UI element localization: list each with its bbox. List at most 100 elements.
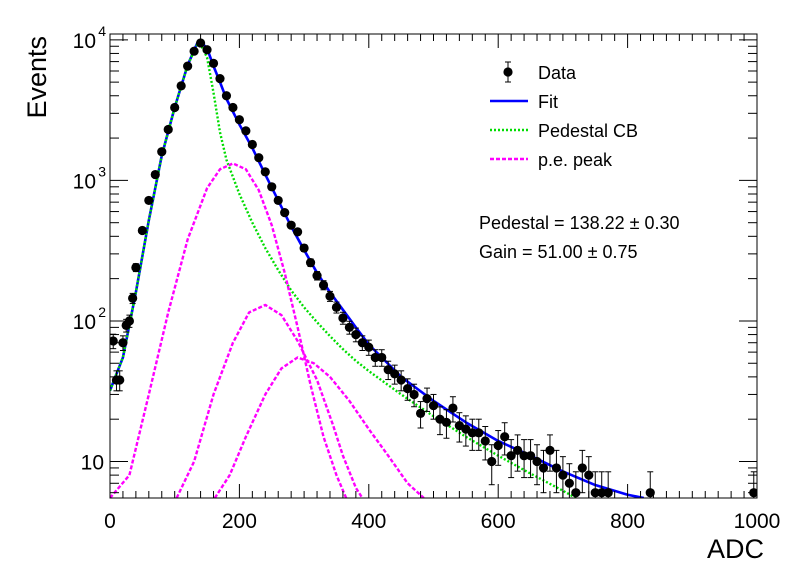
data-point [163, 124, 173, 135]
data-point [403, 378, 413, 401]
data-point [318, 280, 329, 291]
data-point [506, 439, 516, 479]
y-tick-label: 10 [73, 30, 96, 53]
svg-text:Pedestal CB: Pedestal CB [538, 121, 638, 141]
data-point [603, 471, 613, 498]
data-point [370, 349, 380, 367]
data-point [234, 115, 244, 125]
data-point [241, 126, 251, 136]
data-point [208, 58, 219, 68]
data-point [299, 243, 309, 253]
data-point [357, 335, 367, 351]
data-point [189, 46, 199, 56]
data-point [247, 139, 257, 150]
data-point [396, 370, 406, 392]
data-point [260, 167, 270, 177]
data-point [128, 292, 138, 305]
data-point [228, 102, 238, 113]
y-tick-label: 10 [81, 452, 104, 475]
data-point [293, 227, 303, 237]
svg-text:Data: Data [538, 63, 577, 83]
y-tick-label: 10 [73, 311, 96, 334]
legend-entry-fit: Fit [490, 92, 558, 112]
data-point [377, 349, 387, 367]
data-point [150, 169, 160, 180]
data-point [215, 73, 225, 84]
data-point [325, 290, 335, 302]
x-tick-label: 1000 [734, 510, 781, 533]
data-point [409, 383, 419, 408]
data-point [645, 471, 655, 498]
data-point [280, 207, 290, 218]
fit-annotation: Pedestal = 138.22 ± 0.30 [479, 213, 680, 233]
data-point [312, 271, 322, 281]
data-point [532, 444, 542, 486]
legend: Data Fit Pedestal CB p.e. peak [490, 61, 638, 170]
x-axis-label: ADC [707, 534, 764, 564]
data-point [202, 45, 212, 55]
data-point [273, 195, 283, 206]
data-point [267, 182, 277, 192]
x-tick-label: 800 [610, 510, 645, 533]
data-point [500, 422, 510, 456]
data-point [286, 220, 296, 230]
data-point [590, 471, 600, 498]
series-line-p-e-peak-1 [110, 162, 348, 498]
data-point [441, 409, 452, 439]
data-point [415, 401, 426, 429]
data-point [525, 439, 536, 479]
data-point [428, 393, 439, 420]
svg-text:Fit: Fit [538, 92, 558, 112]
series-line-p-e-peak-3 [213, 356, 425, 498]
data-point [195, 38, 206, 48]
data-point [513, 434, 523, 472]
data-point [144, 195, 154, 206]
data-point [331, 301, 342, 314]
x-tick-label: 400 [351, 510, 386, 533]
legend-entry-p-e-peak: p.e. peak [490, 150, 613, 170]
data-point [474, 418, 484, 451]
data-point [137, 225, 147, 236]
series-line-p-e-peak-2 [175, 303, 364, 498]
data-point [131, 262, 141, 273]
x-axis-tick-labels: 0 200 400 600 800 1000 [104, 510, 780, 533]
data-point [124, 314, 135, 328]
data-point [493, 430, 503, 466]
data-point [467, 418, 477, 451]
data-point [390, 364, 400, 385]
data-point [577, 449, 587, 494]
x-tick-label: 600 [481, 510, 516, 533]
y-tick-label-exponent: 4 [98, 23, 106, 39]
data-points [110, 38, 757, 498]
y-tick-label: 10 [73, 170, 96, 193]
data-point [254, 153, 264, 163]
data-point [551, 449, 562, 494]
data-point [115, 370, 125, 392]
data-point [118, 335, 128, 351]
data-point [364, 339, 374, 356]
y-axis-label: Events [22, 36, 52, 119]
data-point [176, 81, 186, 91]
legend-entry-data: Data [503, 61, 577, 83]
data-point [422, 387, 432, 412]
y-tick-label-exponent: 3 [98, 163, 106, 179]
legend-entry-pedestal-cb: Pedestal CB [490, 121, 638, 141]
x-tick-label: 200 [222, 510, 257, 533]
fit-annotation: Gain = 51.00 ± 0.75 [479, 242, 638, 262]
data-point [183, 61, 193, 71]
data-point [221, 91, 232, 101]
data-point [545, 434, 555, 472]
data-point [564, 463, 574, 498]
data-point [338, 311, 348, 325]
data-point [480, 426, 490, 461]
data-point [170, 102, 180, 113]
data-point [487, 444, 497, 486]
svg-text:p.e. peak: p.e. peak [538, 150, 613, 170]
data-point [519, 439, 529, 479]
fit-annotations: Pedestal = 138.22 ± 0.30 Gain = 51.00 ± 0… [479, 213, 680, 262]
y-axis-ticks [110, 39, 757, 494]
x-tick-label: 0 [104, 510, 116, 533]
x-axis-ticks [109, 34, 758, 498]
